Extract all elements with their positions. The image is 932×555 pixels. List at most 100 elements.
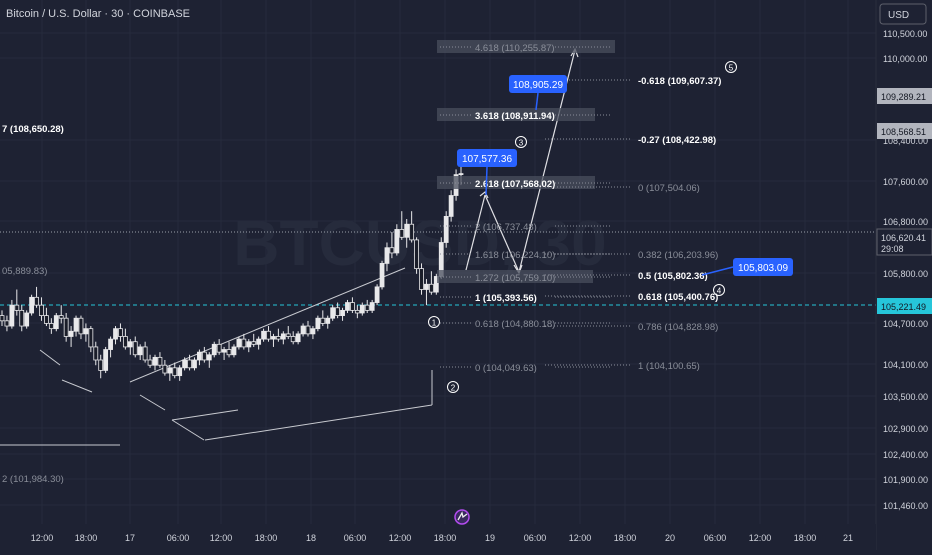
candle [14,289,20,316]
symbol-title: Bitcoin / U.S. Dollar · 30 · COINBASE [6,8,190,20]
x-tick-label: 06:00 [524,533,547,543]
candle [152,354,158,371]
candle [9,299,15,329]
pattern-line [39,349,61,366]
candle [157,352,163,368]
candle-body [285,333,291,337]
candle-body [290,336,296,343]
candle [295,331,301,345]
candle-body [14,304,20,311]
wave-label-2: 2 [447,381,459,393]
candle-body [399,229,405,238]
candle [433,273,439,295]
candle [256,336,262,350]
x-tick-label: 18:00 [75,533,98,543]
price-label-box [877,123,932,139]
price-label-box [876,228,932,256]
candle [172,362,178,379]
candle [226,341,232,358]
candle-body [320,317,326,324]
callout-pointer [701,266,734,276]
candle-body [295,333,301,343]
fib-level-label: 1 (104,100.65) [638,361,700,372]
candle [53,312,59,332]
wave-number: 4 [717,287,722,296]
candle [345,299,350,313]
candle-body [394,229,400,254]
candle [399,211,405,240]
callout-label: 107,577.36 [462,154,512,165]
candle [182,357,188,371]
price-callout[interactable]: 108,905.29 [509,75,567,111]
candle-body [73,317,79,332]
channel-line [171,409,239,421]
candle-body [4,320,10,327]
candle [122,328,128,350]
candle-body [48,323,54,330]
candle-body [182,359,188,369]
candle-body [137,346,143,356]
candle-body [177,367,183,377]
candle [83,323,89,342]
candle [428,271,434,295]
fib-level-label: 0.5 (105,802.36) [638,271,708,282]
price-callouts: 108,905.29 107,577.36 105,803.09 [457,75,793,276]
symbol-watermark: BTCUSD, 30 [233,207,606,279]
replay-icon[interactable] [454,509,470,525]
y-tick-label: 110,000.00 [883,54,927,64]
fib-level-label: 1 (105,393.56) [475,293,537,304]
x-tick-label: 12:00 [210,533,233,543]
candle-body [266,330,271,340]
candle [48,318,54,334]
y-tick-label: 108,400.00 [883,136,928,146]
price-axis[interactable]: 110,500.00 110,000.00 108,400.00 107,600.00… [875,0,932,550]
candle [271,333,276,347]
x-tick-label: 18:00 [794,533,817,543]
fib-level-label: -0.618 (109,607.37) [638,76,721,87]
fib-level-label: 1.618 (106,224.10) [475,250,555,261]
wedge-lower-line [204,404,433,441]
candle-body [58,315,64,319]
candle-body [197,351,202,361]
currency-button[interactable] [879,3,927,25]
candle [280,331,286,345]
pattern-line [61,379,93,393]
wave-circle [713,284,725,296]
candle [73,315,79,337]
candle-body [152,356,158,366]
candle-body [0,315,5,322]
candle [108,336,113,358]
candle [132,336,138,358]
candle-series [0,166,464,381]
wave-number: 2 [451,384,456,393]
candle [162,359,168,376]
candle [424,279,429,306]
candle [384,242,390,272]
candle-body [330,307,336,319]
candle-body [162,364,168,374]
candle-body [300,325,306,335]
candle-body [216,343,222,353]
price-callout[interactable]: 107,577.36 [457,149,517,196]
time-axis[interactable]: 12:00 18:00 17 06:00 12:00 18:00 18 06:00 12:00 1… [0,524,876,550]
candle-body [236,338,242,348]
candle [88,326,94,353]
candle [285,326,291,340]
price-callout[interactable]: 105,803.09 [701,258,793,276]
candle-body [350,302,355,311]
fib-level-label: 3.618 (108,911.94) [475,111,555,122]
candle-body [29,296,35,314]
y-tick-label: 104,700.00 [883,319,928,329]
y-tick-label: 102,400.00 [883,450,928,460]
candle-body [93,346,99,361]
candle [364,299,370,313]
wave-circle [515,136,527,148]
candle-body [241,338,247,348]
projection-arrow-1 [465,194,486,271]
x-tick-label: 17 [125,533,135,543]
fib-level-label: 0.618 (105,400.76) [638,292,718,303]
wave-circle [725,61,737,73]
candle-body [142,346,148,361]
